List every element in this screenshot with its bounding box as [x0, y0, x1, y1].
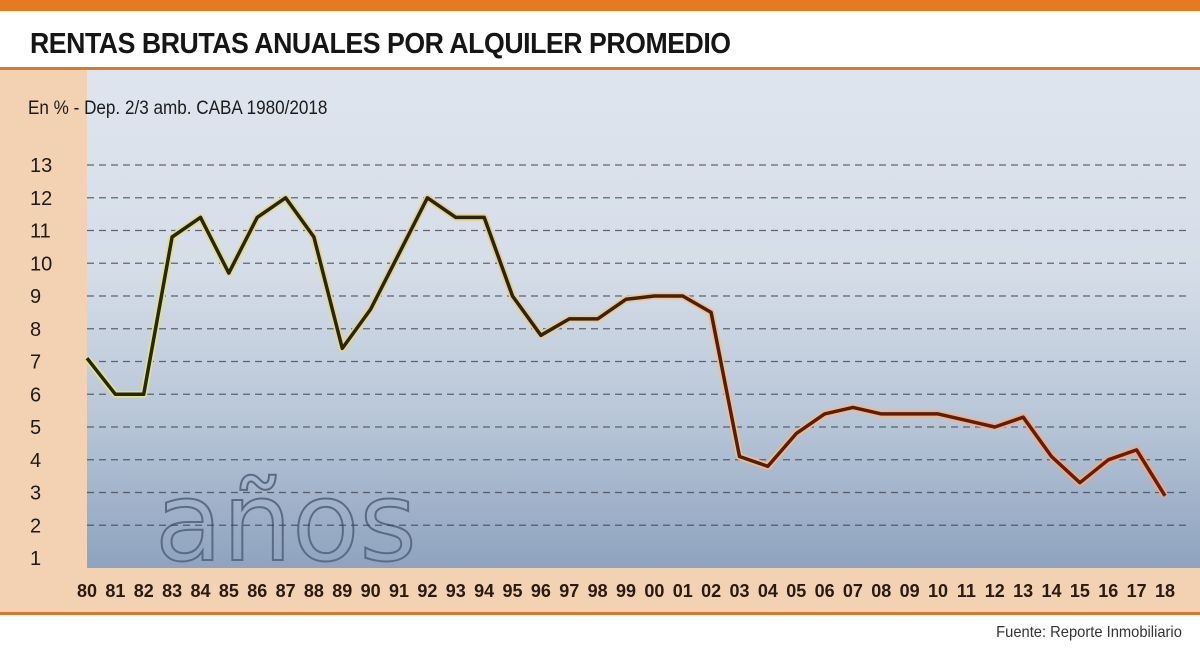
source-note: Fuente: Reporte Inmobiliario [996, 624, 1182, 641]
top-accent-bar [0, 0, 1200, 11]
x-tick-label: 15 [1070, 581, 1090, 601]
x-tick-label: 88 [304, 581, 324, 601]
series-line-glow [84, 194, 1168, 498]
y-tick-label: 3 [30, 483, 41, 505]
x-tick-label: 01 [673, 581, 693, 601]
y-tick-label: 8 [30, 319, 41, 341]
y-tick-label: 4 [30, 450, 41, 472]
photo-lettering: años [155, 458, 417, 586]
x-tick-label: 14 [1042, 581, 1062, 601]
x-tick-label: 05 [786, 581, 806, 601]
x-tick-label: 04 [758, 581, 778, 601]
y-tick-label: 13 [30, 155, 52, 177]
x-tick-label: 06 [815, 581, 835, 601]
x-tick-label: 16 [1098, 581, 1118, 601]
x-tick-label: 99 [616, 581, 636, 601]
x-tick-label: 91 [389, 581, 409, 601]
y-tick-label: 12 [30, 188, 52, 210]
x-tick-label: 09 [900, 581, 920, 601]
x-tick-label: 89 [332, 581, 352, 601]
y-tick-label: 9 [30, 286, 41, 308]
series-line [85, 196, 1167, 497]
x-axis-band [0, 568, 1200, 612]
x-tick-label: 18 [1155, 581, 1175, 601]
x-tick-label: 03 [729, 581, 749, 601]
y-tick-label: 1 [30, 548, 41, 570]
y-tick-label: 10 [30, 253, 52, 275]
x-tick-label: 13 [1013, 581, 1033, 601]
x-tick-label: 98 [588, 581, 608, 601]
title-divider [0, 67, 1200, 70]
x-tick-label: 08 [871, 581, 891, 601]
x-tick-label: 97 [559, 581, 579, 601]
x-tick-label: 84 [190, 581, 210, 601]
x-tick-label: 92 [417, 581, 437, 601]
x-tick-label: 87 [276, 581, 296, 601]
x-tick-label: 86 [247, 581, 267, 601]
x-tick-label: 02 [701, 581, 721, 601]
y-tick-label: 6 [30, 384, 41, 406]
x-tick-label: 93 [446, 581, 466, 601]
chart-title: RENTAS BRUTAS ANUALES POR ALQUILER PROME… [30, 28, 731, 60]
x-tick-label: 07 [843, 581, 863, 601]
x-tick-label: 83 [162, 581, 182, 601]
x-tick-label: 95 [503, 581, 523, 601]
x-tick-label: 00 [644, 581, 664, 601]
x-tick-label: 90 [361, 581, 381, 601]
x-tick-label: 94 [474, 581, 494, 601]
x-tick-label: 85 [219, 581, 239, 601]
x-tick-label: 81 [105, 581, 125, 601]
x-tick-label: 17 [1127, 581, 1147, 601]
y-tick-label: 7 [30, 352, 41, 374]
y-tick-label: 5 [30, 417, 41, 439]
x-tick-label: 82 [134, 581, 154, 601]
x-tick-label: 12 [985, 581, 1005, 601]
x-tick-label: 10 [928, 581, 948, 601]
y-tick-label: 11 [30, 221, 51, 243]
x-tick-label: 11 [957, 581, 976, 601]
chart-subtitle: En % - Dep. 2/3 amb. CABA 1980/2018 [28, 98, 328, 119]
x-tick-label: 80 [77, 581, 97, 601]
y-tick-label: 2 [30, 515, 41, 537]
y-axis-band [0, 70, 87, 612]
plot-background-photo [87, 70, 1200, 568]
bottom-divider [0, 612, 1200, 615]
x-tick-label: 96 [531, 581, 551, 601]
